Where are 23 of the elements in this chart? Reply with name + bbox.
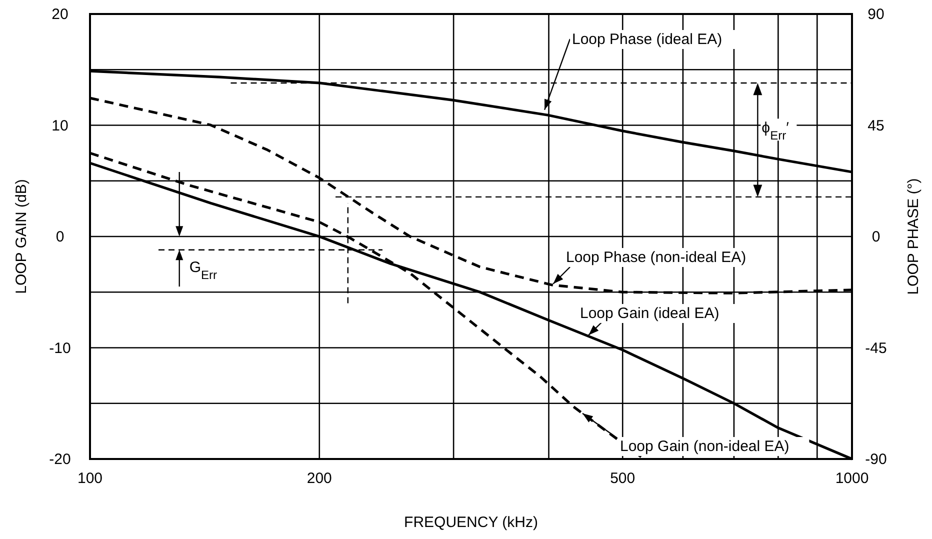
y-tick-label: -20 [49,451,71,468]
y2-tick-label: 90 [868,6,884,23]
y-axis-title: LOOP GAIN (dB) [13,179,30,294]
series-label: Loop Gain (non-ideal EA) [620,438,790,455]
text: Loop Phase (ideal EA) [572,31,722,48]
y-tick-label: -10 [49,340,71,357]
x-axis-title: FREQUENCY (kHz) [404,514,538,531]
series-label: Loop Phase (non-ideal EA) [566,249,746,266]
x-tick-label: 100 [77,470,103,487]
y2-tick-label: 0 [872,228,880,246]
series-label: Loop Gain (ideal EA) [580,305,720,322]
x-tick-label: 200 [306,470,332,487]
x-tick-label: 500 [610,470,636,487]
y2-tick-label: -45 [865,340,887,357]
y-tick-label: 10 [52,117,68,134]
y2-tick-label: -90 [865,451,887,468]
y-tick-label: 0 [56,228,64,246]
annotation: G$_{Err}$ [189,259,218,282]
y2-axis-title: LOOP PHASE (°) [905,178,922,295]
y2-tick-label: 45 [868,117,884,134]
y-tick-label: 20 [52,6,68,23]
x-tick-label: 1000 [835,470,869,487]
annotation: ϕ$_{Err}$′ [762,120,790,143]
